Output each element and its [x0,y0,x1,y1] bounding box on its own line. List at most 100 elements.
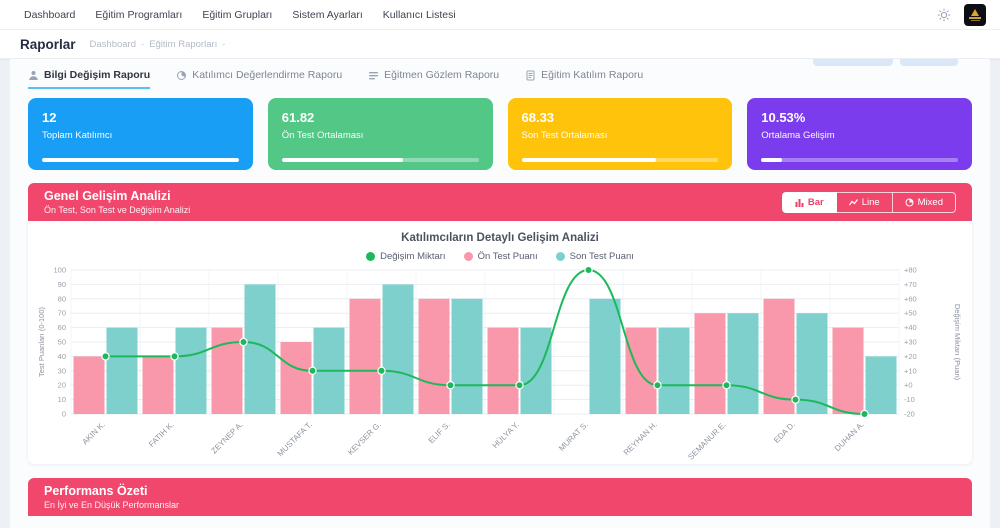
legend-item[interactable]: Ön Test Puanı [463,251,538,262]
breadcrumb-item[interactable]: Dashboard [89,38,137,50]
nav-link[interactable]: Eğitim Programları [95,8,183,21]
tab-label: Katılımcı Değerlendirme Raporu [192,69,343,81]
svg-text:30: 30 [58,366,66,375]
svg-text:+70: +70 [904,280,917,289]
stat-card: 12 Toplam Katılımcı [28,98,253,170]
svg-text:+30: +30 [904,338,917,347]
chart-type-line-button[interactable]: Line [836,191,893,213]
logo-triangle-icon [971,8,979,16]
breadcrumb: Dashboard - Eğitim Raporları - [90,39,231,50]
svg-text:REYHAN H.: REYHAN H. [622,420,659,457]
svg-text:10: 10 [58,395,66,404]
svg-text:50: 50 [58,338,66,347]
section-header-gelisim: Genel Gelişim Analizi Ön Test, Son Test … [28,183,972,221]
stat-label: Son Test Ortalaması [521,130,608,141]
nav-link[interactable]: Dashboard [24,8,76,21]
chart-title: Katılımcıların Detaylı Gelişim Analizi [401,232,599,244]
svg-text:Test Puanları (0-100): Test Puanları (0-100) [37,306,46,377]
cutoff-action-buttons [813,59,958,66]
tab-kat-l-mc-de-erlendirme-raporu[interactable]: Katılımcı Değerlendirme Raporu [176,69,342,89]
document-report-icon [525,70,536,81]
svg-text:60: 60 [58,323,66,332]
svg-text:70: 70 [58,309,66,318]
theme-sun-icon[interactable] [936,7,952,23]
svg-text:+20: +20 [904,352,917,361]
breadcrumb-separator: - [222,38,226,50]
svg-text:100: 100 [53,266,66,275]
performance-subtitle: En İyi ve En Düşük Performanslar [44,500,180,510]
pie-chart-icon [176,70,187,81]
svg-text:40: 40 [58,352,66,361]
button-label: Bar [807,196,824,208]
tab-e-itmen-g-zlem-raporu[interactable]: Eğitmen Gözlem Raporu [368,69,499,89]
svg-text:SEMANUR E.: SEMANUR E. [686,420,728,462]
logo-text-line [969,17,981,19]
section-title: Genel Gelişim Analizi [44,189,171,203]
svg-text:MURAT S.: MURAT S. [557,420,590,453]
stat-value: 12 [42,110,57,125]
page-header: Raporlar Dashboard - Eğitim Raporları - [0,30,1000,59]
tab-label: Eğitmen Gözlem Raporu [384,69,500,81]
chart-card: Katılımcıların Detaylı Gelişim Analizi D… [28,221,972,464]
nav-link[interactable]: Sistem Ayarları [292,8,363,21]
svg-text:+50: +50 [904,309,917,318]
chart-type-switcher: Bar Line Mixed [781,191,956,213]
stat-progress-fill [42,158,239,162]
legend-label: Değişim Miktarı [380,251,446,262]
navbar-right [936,3,986,26]
svg-text:AKIN K.: AKIN K. [80,420,106,446]
stat-label: Ortalama Gelişim [761,130,835,141]
cutoff-button[interactable] [900,59,958,66]
stat-label: Toplam Katılımcı [42,130,113,141]
stat-card: 61.82 Ön Test Ortalaması [267,98,493,170]
report-tabs: Bilgi Değişim Raporu Katılımcı Değerlendi… [28,69,972,89]
legend-item[interactable]: Son Test Puanı [555,251,634,262]
svg-text:80: 80 [58,294,66,303]
legend-label: Son Test Puanı [569,251,634,262]
chart-type-mixed-button[interactable]: Mixed [892,191,956,213]
tab-bilgi-de-i-im-raporu[interactable]: Bilgi Değişim Raporu [28,69,151,89]
chart-svg[interactable]: 0 -20 10 -10 20 +0 30 +10 40 +20 50 +30 60 +40 70 +50 80… [35,262,965,462]
svg-text:-10: -10 [904,395,915,404]
stat-progress-fill [521,158,656,162]
legend-dot-icon [366,252,376,261]
stat-value: 10.53% [761,110,806,125]
performance-title: Performans Özeti [44,484,148,498]
list-report-icon [368,70,379,81]
section-subtitle: Ön Test, Son Test ve Değişim Analizi [44,205,191,215]
stat-label: Ön Test Ortalaması [281,130,364,141]
chart-legend: Değişim Miktarı Ön Test Puanı Son Test Pua… [34,251,966,262]
tab-label: Bilgi Değişim Raporu [44,69,151,81]
stat-progress-track [521,158,719,162]
logo-text-line [970,19,980,21]
person-report-icon [28,70,39,81]
svg-text:MUSTAFA T.: MUSTAFA T. [276,420,314,458]
brand-logo[interactable] [964,3,986,26]
legend-dot-icon [463,252,473,261]
svg-text:EDA D.: EDA D. [772,420,797,445]
nav-link[interactable]: Kullanıcı Listesi [382,8,456,21]
button-label: Mixed [917,196,943,208]
svg-text:20: 20 [58,381,66,390]
nav-link[interactable]: Eğitim Grupları [202,8,273,21]
svg-text:+60: +60 [904,294,917,303]
section-header-performans: Performans Özeti En İyi ve En Düşük Perf… [28,478,972,516]
svg-text:+10: +10 [904,366,917,375]
stat-value: 68.33 [521,110,555,125]
line-chart-icon [848,198,858,207]
svg-text:ZEYNEP A.: ZEYNEP A. [209,420,244,455]
stat-card: 68.33 Son Test Ortalaması [507,98,733,170]
chart-type-bar-button[interactable]: Bar [781,191,837,213]
svg-text:+0: +0 [904,381,913,390]
svg-text:90: 90 [58,280,66,289]
tab-e-itim-kat-l-m-raporu[interactable]: Eğitim Katılım Raporu [525,69,643,89]
svg-text:-20: -20 [904,410,915,419]
svg-text:FATIH K.: FATIH K. [147,420,176,449]
legend-label: Ön Test Puanı [477,251,538,262]
breadcrumb-item[interactable]: Eğitim Raporları [149,38,218,50]
svg-text:ELIF S.: ELIF S. [427,420,452,445]
stat-progress-track [281,158,479,162]
cutoff-button[interactable] [813,59,893,66]
legend-item[interactable]: Değişim Miktarı [366,251,446,262]
top-navbar: Dashboard Eğitim Programları Eğitim Grupla… [0,0,1000,30]
